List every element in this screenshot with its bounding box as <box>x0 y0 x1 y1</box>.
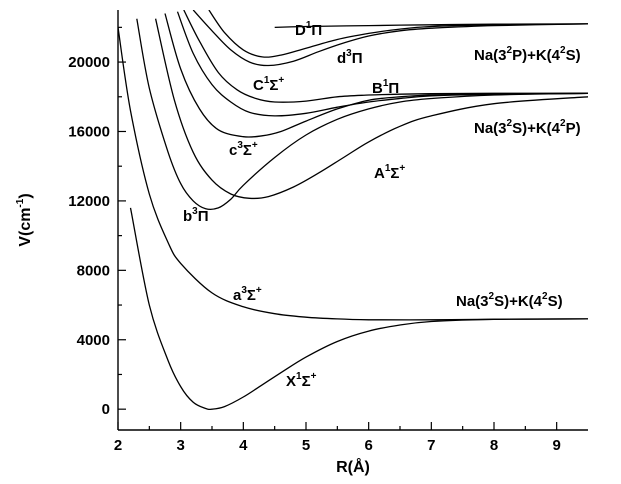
y-tick-label: 12000 <box>68 193 110 210</box>
label-a3sigma-plus: a3Σ+ <box>233 285 262 304</box>
asymptote-label: Na(32S)+K(42S) <box>456 291 563 310</box>
x-tick-label: 4 <box>239 437 248 454</box>
label-d1pi: D1Π <box>295 20 322 39</box>
curve-b3pi <box>136 18 588 211</box>
y-tick-label: 8000 <box>77 262 110 279</box>
label-d3pi: d3Π <box>337 48 363 67</box>
x-tick-label: 7 <box>427 437 435 454</box>
curve-a3sigma-plus <box>118 27 588 321</box>
curve-b1pi <box>176 11 588 117</box>
y-tick-label: 16000 <box>68 123 110 140</box>
x-tick-label: 3 <box>176 437 184 454</box>
label-c3sigma-plus: c3Σ+ <box>229 140 258 159</box>
curve-labels: X1Σ+ a3Σ+ b3Π A1Σ+ c3Σ+ B1Π C1Σ+ d3Π D1Π Na(32P)+… <box>183 20 581 390</box>
curve-d3pi <box>192 10 588 67</box>
asymptote-label: Na(32S)+K(42P) <box>474 118 581 137</box>
label-c1sigma-plus: C1Σ+ <box>253 75 284 94</box>
curve-d1pi <box>208 10 588 58</box>
y-tick-label: 4000 <box>77 332 110 349</box>
y-axis-title: V(cm-1) <box>15 193 34 246</box>
x-tick-label: 5 <box>302 437 310 454</box>
curve-c1sigma-plus <box>183 10 588 103</box>
x-axis-title: R(Å) <box>336 457 370 476</box>
x-tick-label: 6 <box>364 437 372 454</box>
label-a1sigma-plus: A1Σ+ <box>374 163 405 182</box>
x-tick-label: 8 <box>490 437 498 454</box>
label-b1pi: B1Π <box>372 78 399 97</box>
label-x1sigma-plus: X1Σ+ <box>286 371 317 390</box>
label-b3pi: b3Π <box>183 206 209 225</box>
curve-x1sigma-plus <box>129 207 588 411</box>
y-tick-label: 0 <box>102 401 110 418</box>
y-tick-label: 20000 <box>68 54 110 71</box>
curve-na-32p-asymptote <box>274 23 588 29</box>
curve-a1sigma-plus <box>154 18 588 200</box>
curves <box>118 10 588 411</box>
x-tick-label: 9 <box>552 437 560 454</box>
axes: 2 3 4 5 6 7 8 9 0 4000 8000 12000 16000 20000 R(Å) V(cm… <box>15 10 588 476</box>
asymptote-label: Na(32P)+K(42S) <box>474 45 581 64</box>
curve-c3sigma-plus <box>164 13 588 138</box>
x-tick-label: 2 <box>114 437 122 454</box>
